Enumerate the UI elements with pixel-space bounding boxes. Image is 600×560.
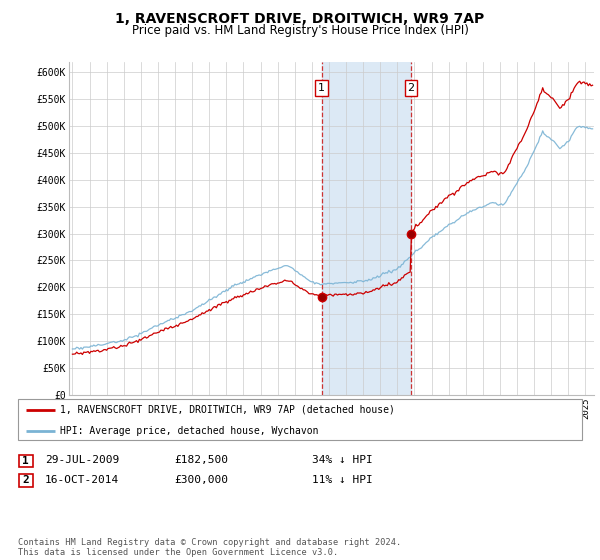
- Text: 29-JUL-2009: 29-JUL-2009: [45, 455, 119, 465]
- FancyBboxPatch shape: [19, 455, 33, 467]
- Text: 2: 2: [22, 475, 29, 486]
- Text: HPI: Average price, detached house, Wychavon: HPI: Average price, detached house, Wych…: [60, 426, 319, 436]
- Text: 1, RAVENSCROFT DRIVE, DROITWICH, WR9 7AP: 1, RAVENSCROFT DRIVE, DROITWICH, WR9 7AP: [115, 12, 485, 26]
- Text: £182,500: £182,500: [174, 455, 228, 465]
- Text: Price paid vs. HM Land Registry's House Price Index (HPI): Price paid vs. HM Land Registry's House …: [131, 24, 469, 37]
- Text: 34% ↓ HPI: 34% ↓ HPI: [312, 455, 373, 465]
- Text: 11% ↓ HPI: 11% ↓ HPI: [312, 475, 373, 485]
- Text: Contains HM Land Registry data © Crown copyright and database right 2024.
This d: Contains HM Land Registry data © Crown c…: [18, 538, 401, 557]
- Text: 1: 1: [22, 456, 29, 466]
- Text: 16-OCT-2014: 16-OCT-2014: [45, 475, 119, 485]
- Text: 1: 1: [318, 83, 325, 94]
- FancyBboxPatch shape: [19, 474, 33, 487]
- Text: 1, RAVENSCROFT DRIVE, DROITWICH, WR9 7AP (detached house): 1, RAVENSCROFT DRIVE, DROITWICH, WR9 7AP…: [60, 405, 395, 415]
- Text: 2: 2: [407, 83, 415, 94]
- Text: £300,000: £300,000: [174, 475, 228, 485]
- FancyBboxPatch shape: [18, 399, 582, 440]
- Bar: [322, 62, 411, 395]
